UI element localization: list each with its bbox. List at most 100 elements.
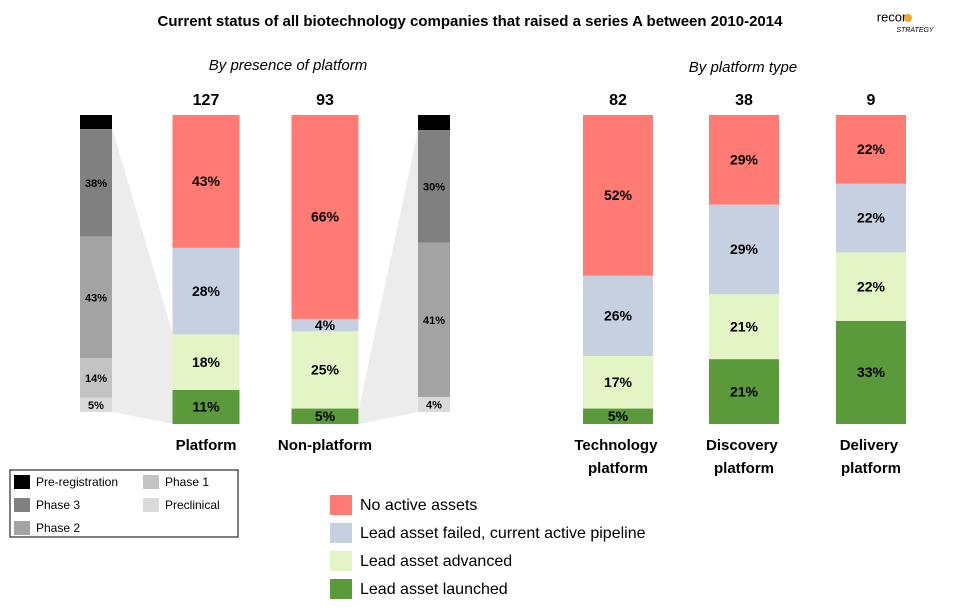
bar-segment — [418, 115, 450, 131]
data-label: 4% — [315, 317, 336, 333]
x-tick-label: Delivery platform — [840, 437, 903, 477]
x-tick-label: Discovery platform — [706, 437, 782, 477]
total-label: 38 — [735, 92, 753, 109]
data-label: 28% — [192, 283, 221, 299]
legend-label: Preclinical — [165, 498, 220, 512]
bar-segment — [291, 318, 359, 332]
legend-swatch — [330, 579, 352, 599]
bar-segment — [583, 275, 653, 357]
bar-segment — [80, 236, 112, 359]
bar-segment — [583, 356, 653, 409]
total-label: 9 — [867, 92, 876, 109]
data-label: 5% — [88, 400, 104, 412]
total-label: 82 — [609, 92, 627, 109]
total-label: 127 — [193, 92, 220, 109]
bar-segment — [80, 129, 112, 237]
bar-segment — [709, 359, 779, 424]
legend-swatch — [14, 521, 30, 535]
data-label: 43% — [85, 292, 107, 304]
bar-segment — [583, 115, 653, 276]
data-label: 29% — [730, 152, 759, 168]
legend-label: Lead asset advanced — [360, 553, 512, 570]
legend-label: Lead asset failed, current active pipeli… — [360, 525, 646, 542]
x-tick-label: Technology platform — [574, 437, 661, 477]
bar-segment — [709, 294, 779, 360]
legend-swatch — [143, 475, 159, 489]
legend-label: Phase 2 — [36, 521, 80, 535]
bar-segment — [172, 247, 240, 335]
data-label: 38% — [85, 178, 107, 190]
data-label: 22% — [857, 210, 886, 226]
bar-segment — [709, 115, 779, 205]
legend-swatch — [14, 498, 30, 512]
logo-word: recon — [877, 9, 910, 24]
data-label: 33% — [857, 364, 886, 380]
legend-label: Lead asset launched — [360, 581, 508, 598]
bar-segment — [291, 331, 359, 409]
subtitle: By platform type — [689, 59, 797, 76]
data-label: 29% — [730, 241, 759, 257]
data-label: 25% — [311, 362, 340, 378]
legend-label: No active assets — [360, 497, 477, 514]
connector — [112, 128, 173, 424]
legend-label: Phase 3 — [36, 498, 80, 512]
total-label: 93 — [316, 92, 334, 109]
data-label: 5% — [608, 408, 629, 424]
chart-title: Current status of all biotechnology comp… — [158, 13, 784, 30]
bar-segment — [418, 130, 450, 243]
data-label: 22% — [857, 141, 886, 157]
label-line: platform — [588, 460, 648, 477]
data-label: 43% — [192, 173, 221, 189]
data-label: 11% — [192, 399, 220, 415]
legend-label: Phase 1 — [165, 475, 209, 489]
data-label: 21% — [730, 318, 759, 334]
subtitle: By presence of platform — [209, 57, 367, 74]
bar-segment — [80, 397, 112, 412]
label-line: platform — [841, 460, 901, 477]
connector — [359, 130, 418, 424]
bar-segment — [80, 358, 112, 398]
bar-segment — [291, 115, 359, 319]
data-label: 4% — [426, 399, 442, 411]
bar-segment — [836, 252, 906, 321]
bar-segment — [836, 183, 906, 253]
bar-segment — [80, 115, 112, 130]
bar-segment — [172, 115, 240, 248]
data-label: 30% — [423, 181, 445, 193]
legend-swatch — [143, 498, 159, 512]
bar-segment — [172, 334, 240, 391]
data-label: 18% — [192, 354, 221, 370]
data-label: 14% — [85, 373, 107, 385]
bar-segment — [418, 396, 450, 412]
legend-swatch — [330, 523, 352, 543]
legend-label: Pre-registration — [36, 475, 118, 489]
bar-segment — [836, 321, 906, 424]
data-label: 52% — [604, 187, 633, 203]
logo-tag: STRATEGY — [896, 27, 935, 34]
bar-segment — [709, 204, 779, 295]
data-label: 66% — [311, 209, 340, 225]
data-label: 4% — [426, 117, 442, 129]
logo-dot — [904, 14, 912, 22]
data-label: 22% — [857, 278, 886, 294]
data-label: 26% — [604, 308, 633, 324]
legend-swatch — [14, 475, 30, 489]
phase-legend-box — [9, 469, 239, 538]
legend-swatch — [330, 551, 352, 571]
bar-segment — [172, 390, 240, 424]
legend-swatch — [330, 495, 352, 515]
data-label: 5% — [88, 117, 104, 129]
label-line: Discovery — [706, 437, 782, 454]
data-label: 5% — [315, 408, 336, 424]
x-tick-label: Non-platform — [278, 437, 372, 454]
label-line: Technology — [574, 437, 661, 454]
bar-segment — [583, 408, 653, 424]
bar-segment — [836, 115, 906, 184]
data-label: 17% — [604, 374, 633, 390]
bar-segment — [291, 408, 359, 424]
label-line: Delivery — [840, 437, 903, 454]
data-label: 41% — [423, 315, 445, 327]
bar-segment — [418, 242, 450, 397]
label-line: platform — [714, 460, 774, 477]
